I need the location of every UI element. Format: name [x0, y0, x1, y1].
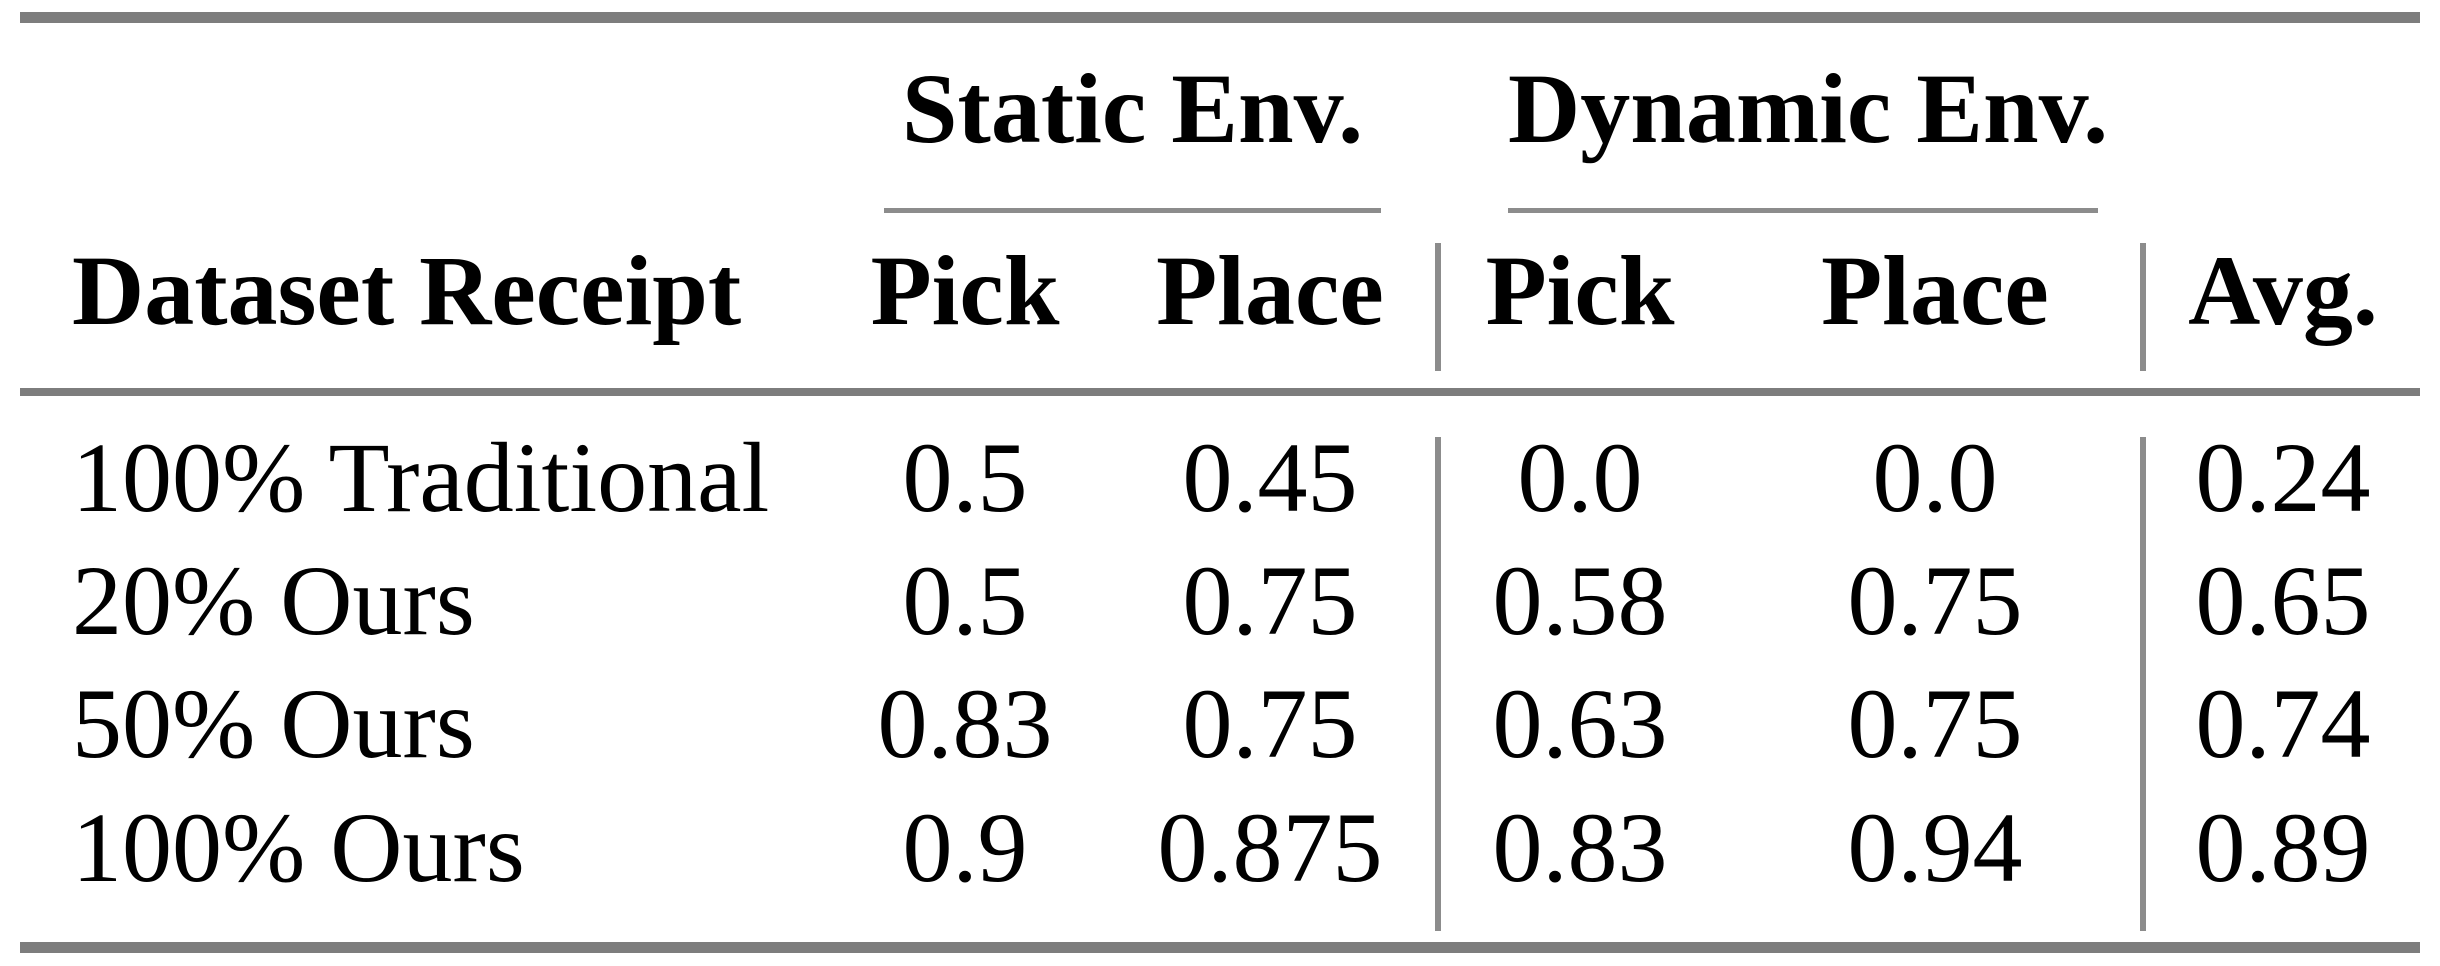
- cell-avg: 0.24: [2195, 422, 2371, 533]
- table-top-rule: [20, 12, 2420, 23]
- row-label: 20% Ours: [72, 545, 475, 656]
- cell-dynamic-pick: 0.58: [1492, 545, 1668, 656]
- column-header-dynamic-pick: Pick: [1485, 235, 1675, 346]
- vertical-rule-static-dynamic-header: [1435, 243, 1441, 371]
- column-header-static-place: Place: [1156, 235, 1384, 346]
- row-label: 100% Ours: [72, 792, 525, 903]
- row-label: 100% Traditional: [72, 422, 770, 533]
- column-header-static-pick: Pick: [870, 235, 1060, 346]
- table-bottom-rule: [20, 942, 2420, 953]
- vertical-rule-avg-header: [2140, 243, 2146, 371]
- cell-dynamic-place: 0.0: [1872, 422, 1998, 533]
- cell-dynamic-pick: 0.83: [1492, 792, 1668, 903]
- vertical-rule-static-dynamic-body: [1435, 437, 1441, 931]
- cmidrule-static: [884, 208, 1381, 213]
- column-header-dynamic-place: Place: [1821, 235, 2049, 346]
- cell-dynamic-pick: 0.0: [1517, 422, 1643, 533]
- cell-static-pick: 0.83: [877, 668, 1053, 779]
- cell-dynamic-place: 0.75: [1847, 668, 2023, 779]
- table-header-rule: [20, 388, 2420, 396]
- cell-static-pick: 0.9: [902, 792, 1028, 903]
- cell-static-place: 0.875: [1157, 792, 1383, 903]
- column-header-avg: Avg.: [2188, 235, 2378, 346]
- cell-dynamic-pick: 0.63: [1492, 668, 1668, 779]
- cell-static-pick: 0.5: [902, 545, 1028, 656]
- vertical-rule-avg-body: [2140, 437, 2146, 931]
- cell-static-place: 0.45: [1182, 422, 1358, 533]
- cmidrule-dynamic: [1508, 208, 2098, 213]
- column-header-dataset-receipt: Dataset Receipt: [72, 235, 742, 346]
- cell-dynamic-place: 0.75: [1847, 545, 2023, 656]
- cell-static-place: 0.75: [1182, 545, 1358, 656]
- cell-avg: 0.89: [2195, 792, 2371, 903]
- cell-static-place: 0.75: [1182, 668, 1358, 779]
- cell-static-pick: 0.5: [902, 422, 1028, 533]
- cell-dynamic-place: 0.94: [1847, 792, 2023, 903]
- cell-avg: 0.74: [2195, 668, 2371, 779]
- cell-avg: 0.65: [2195, 545, 2371, 656]
- group-header-static-env: Static Env.: [901, 53, 1364, 164]
- row-label: 50% Ours: [72, 668, 475, 779]
- group-header-dynamic-env: Dynamic Env.: [1508, 53, 2109, 164]
